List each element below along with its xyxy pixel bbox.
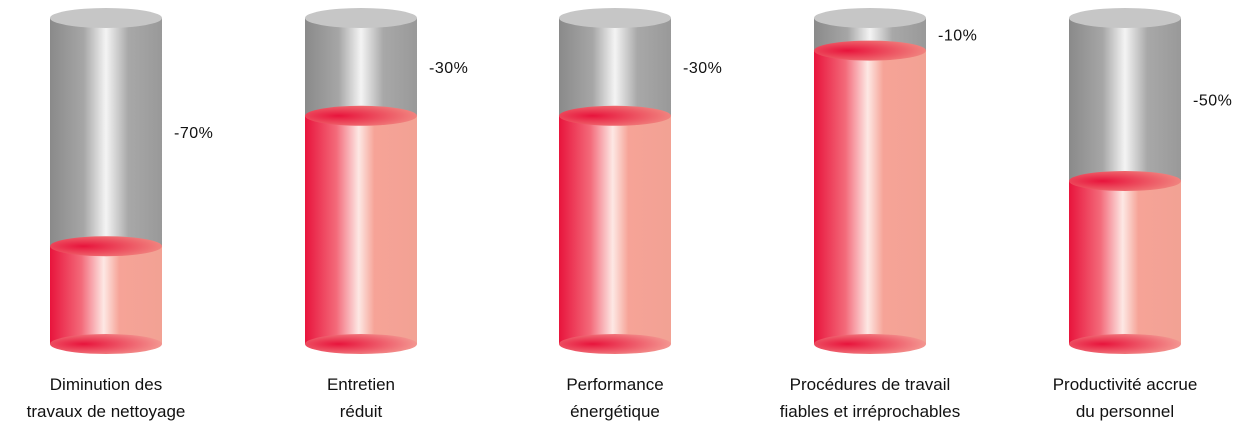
value-label: -50% xyxy=(1193,93,1232,110)
cylinder-2: -30% Performance énergétique xyxy=(559,8,722,421)
cylinder-fill-bar xyxy=(305,115,417,344)
cylinder-top-cap xyxy=(305,8,417,28)
cylinder-fill-bar xyxy=(50,246,162,344)
value-label: -10% xyxy=(938,27,977,44)
value-label: -70% xyxy=(174,125,213,142)
category-label-line-2: réduit xyxy=(340,402,383,421)
cylinder-fill-top xyxy=(305,105,417,126)
category-label-line-2: travaux de nettoyage xyxy=(27,402,186,421)
cylinder-bottom-cap xyxy=(559,334,671,354)
cylinder-3: -10% Procédures de travail fiables et ir… xyxy=(780,8,977,421)
category-label-line-1: Entretien xyxy=(327,375,395,394)
value-label: -30% xyxy=(429,60,468,77)
category-label-line-2: fiables et irréprochables xyxy=(780,402,960,421)
cylinder-fill-bar xyxy=(814,50,926,344)
cylinder-fill-bar xyxy=(559,115,671,344)
cylinder-bottom-cap xyxy=(1069,334,1181,354)
cylinder-0: -70% Diminution des travaux de nettoyage xyxy=(27,8,213,421)
cylinder-fill-bar xyxy=(1069,181,1181,344)
cylinder-fill-top xyxy=(814,40,926,61)
category-label-line-2: énergétique xyxy=(570,402,660,421)
cylinder-top-cap xyxy=(814,8,926,28)
cylinder-top-cap xyxy=(559,8,671,28)
cylinder-top-cap xyxy=(1069,8,1181,28)
cylinder-bottom-cap xyxy=(814,334,926,354)
cylinder-fill-top xyxy=(559,105,671,126)
category-label-line-2: du personnel xyxy=(1076,402,1174,421)
category-label-line-1: Productivité accrue xyxy=(1053,375,1198,394)
cylinder-fill-top xyxy=(50,236,162,257)
cylinder-bottom-cap xyxy=(305,334,417,354)
cylinder-top-cap xyxy=(50,8,162,28)
cylinder-1: -30% Entretien réduit xyxy=(305,8,468,421)
cylinder-4: -50% Productivité accrue du personnel xyxy=(1053,8,1232,421)
cylinder-fill-top xyxy=(1069,171,1181,191)
cylinder-bottom-cap xyxy=(50,334,162,354)
category-label-line-1: Performance xyxy=(566,375,663,394)
category-label-line-1: Procédures de travail xyxy=(790,375,951,394)
category-label-line-1: Diminution des xyxy=(50,375,162,394)
value-label: -30% xyxy=(683,60,722,77)
